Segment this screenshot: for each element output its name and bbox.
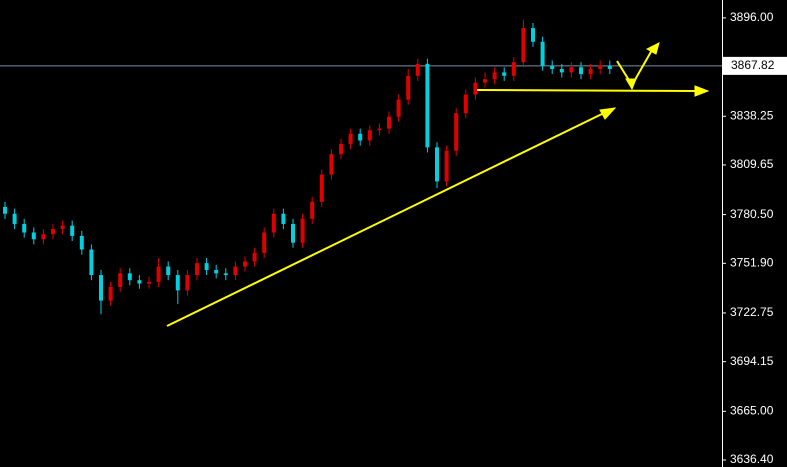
arrow-head — [694, 85, 710, 97]
candle-body — [147, 281, 151, 284]
candle-body — [252, 252, 257, 262]
candle-body — [550, 65, 555, 69]
arrow-head — [625, 78, 637, 91]
candle-body — [291, 223, 295, 243]
candle-body — [185, 275, 190, 291]
candle-body — [540, 41, 545, 66]
candle-body — [233, 266, 238, 276]
candle-body — [569, 67, 574, 73]
current-price-label: 3867.82 — [731, 58, 775, 72]
y-tick-label: 3838.25 — [730, 108, 774, 122]
y-tick-label: 3780.50 — [730, 207, 774, 221]
candle-body — [99, 275, 103, 301]
candle-body — [406, 75, 411, 100]
candle-body — [79, 235, 84, 250]
candle-body — [195, 263, 199, 276]
candle-body — [396, 99, 401, 117]
annotations — [166, 42, 710, 327]
candle-body — [607, 65, 612, 69]
current-price-box — [723, 56, 787, 75]
candle-body — [175, 275, 180, 291]
y-tick-label: 3896.00 — [730, 10, 774, 24]
candle-body — [348, 133, 353, 144]
candle-body — [3, 206, 7, 214]
y-tick-label: 3665.00 — [730, 403, 774, 417]
candle-body — [41, 234, 46, 240]
y-tick-label: 3751.90 — [730, 255, 774, 269]
candle-body — [454, 113, 459, 151]
candle-body — [492, 72, 497, 80]
candle-body — [415, 63, 420, 76]
candle-body — [387, 116, 391, 129]
trend-line — [166, 111, 607, 327]
y-tick-label: 3809.65 — [730, 157, 774, 171]
candle-body — [358, 133, 363, 141]
candle-body — [166, 266, 171, 276]
candle-body — [598, 65, 603, 69]
candle-body — [483, 79, 487, 83]
candle-body — [204, 263, 209, 270]
candle-body — [511, 62, 516, 76]
arrow-head — [645, 42, 660, 55]
candle-body — [156, 266, 161, 282]
candle-body — [22, 223, 27, 233]
candle-body — [137, 280, 142, 284]
candle-body — [531, 28, 535, 42]
candle-body — [319, 174, 324, 202]
candle-body — [118, 273, 123, 287]
candle-body — [502, 72, 507, 76]
candle-body — [473, 82, 478, 95]
candle-body — [243, 261, 247, 267]
candle-body — [223, 273, 228, 276]
y-tick-label: 3722.75 — [730, 305, 774, 319]
candle-body — [579, 67, 583, 75]
candle-body — [300, 218, 305, 243]
candle-body — [31, 232, 36, 240]
candle-body — [281, 213, 286, 224]
y-tick-label: 3694.15 — [730, 354, 774, 368]
candle-body — [339, 143, 343, 155]
candle-body — [377, 128, 382, 131]
arrow-head — [599, 107, 617, 120]
candle-body — [70, 225, 75, 236]
y-tick-label: 3636.40 — [730, 452, 774, 466]
candle-body — [521, 28, 526, 63]
candle-body — [60, 225, 65, 230]
candle-body — [588, 68, 593, 75]
candle-body — [262, 232, 267, 253]
candle-body — [271, 213, 276, 233]
candle-body — [463, 94, 468, 114]
candle-body — [435, 147, 439, 182]
candle-body — [559, 68, 564, 73]
candle-body — [367, 130, 372, 141]
candle-body — [425, 63, 430, 148]
candle-body — [51, 229, 55, 235]
candle-body — [12, 213, 17, 224]
candle-body — [214, 269, 219, 274]
support-line — [476, 89, 698, 92]
candle-body — [89, 249, 94, 276]
candle-body — [329, 154, 334, 175]
candle-body — [127, 273, 132, 281]
candle-body — [310, 201, 315, 219]
candle-body — [108, 286, 113, 301]
candle-body — [444, 150, 449, 182]
